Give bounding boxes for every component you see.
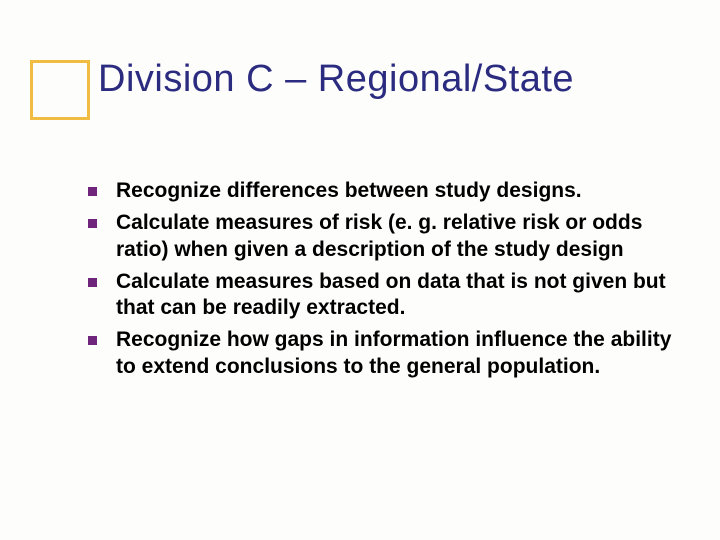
list-item: Recognize how gaps in information influe… [88, 327, 680, 380]
slide: Division C – Regional/State Recognize di… [0, 0, 720, 540]
corner-accent-box [30, 60, 90, 120]
bullet-text: Calculate measures of risk (e. g. relati… [116, 211, 642, 260]
bullet-list: Recognize differences between study desi… [88, 178, 680, 386]
list-item: Recognize differences between study desi… [88, 178, 680, 204]
list-item: Calculate measures based on data that is… [88, 269, 680, 322]
bullet-text: Calculate measures based on data that is… [116, 270, 666, 319]
slide-title: Division C – Regional/State [98, 58, 574, 101]
bullet-text: Recognize how gaps in information influe… [116, 328, 671, 377]
list-item: Calculate measures of risk (e. g. relati… [88, 210, 680, 263]
bullet-text: Recognize differences between study desi… [116, 179, 582, 202]
